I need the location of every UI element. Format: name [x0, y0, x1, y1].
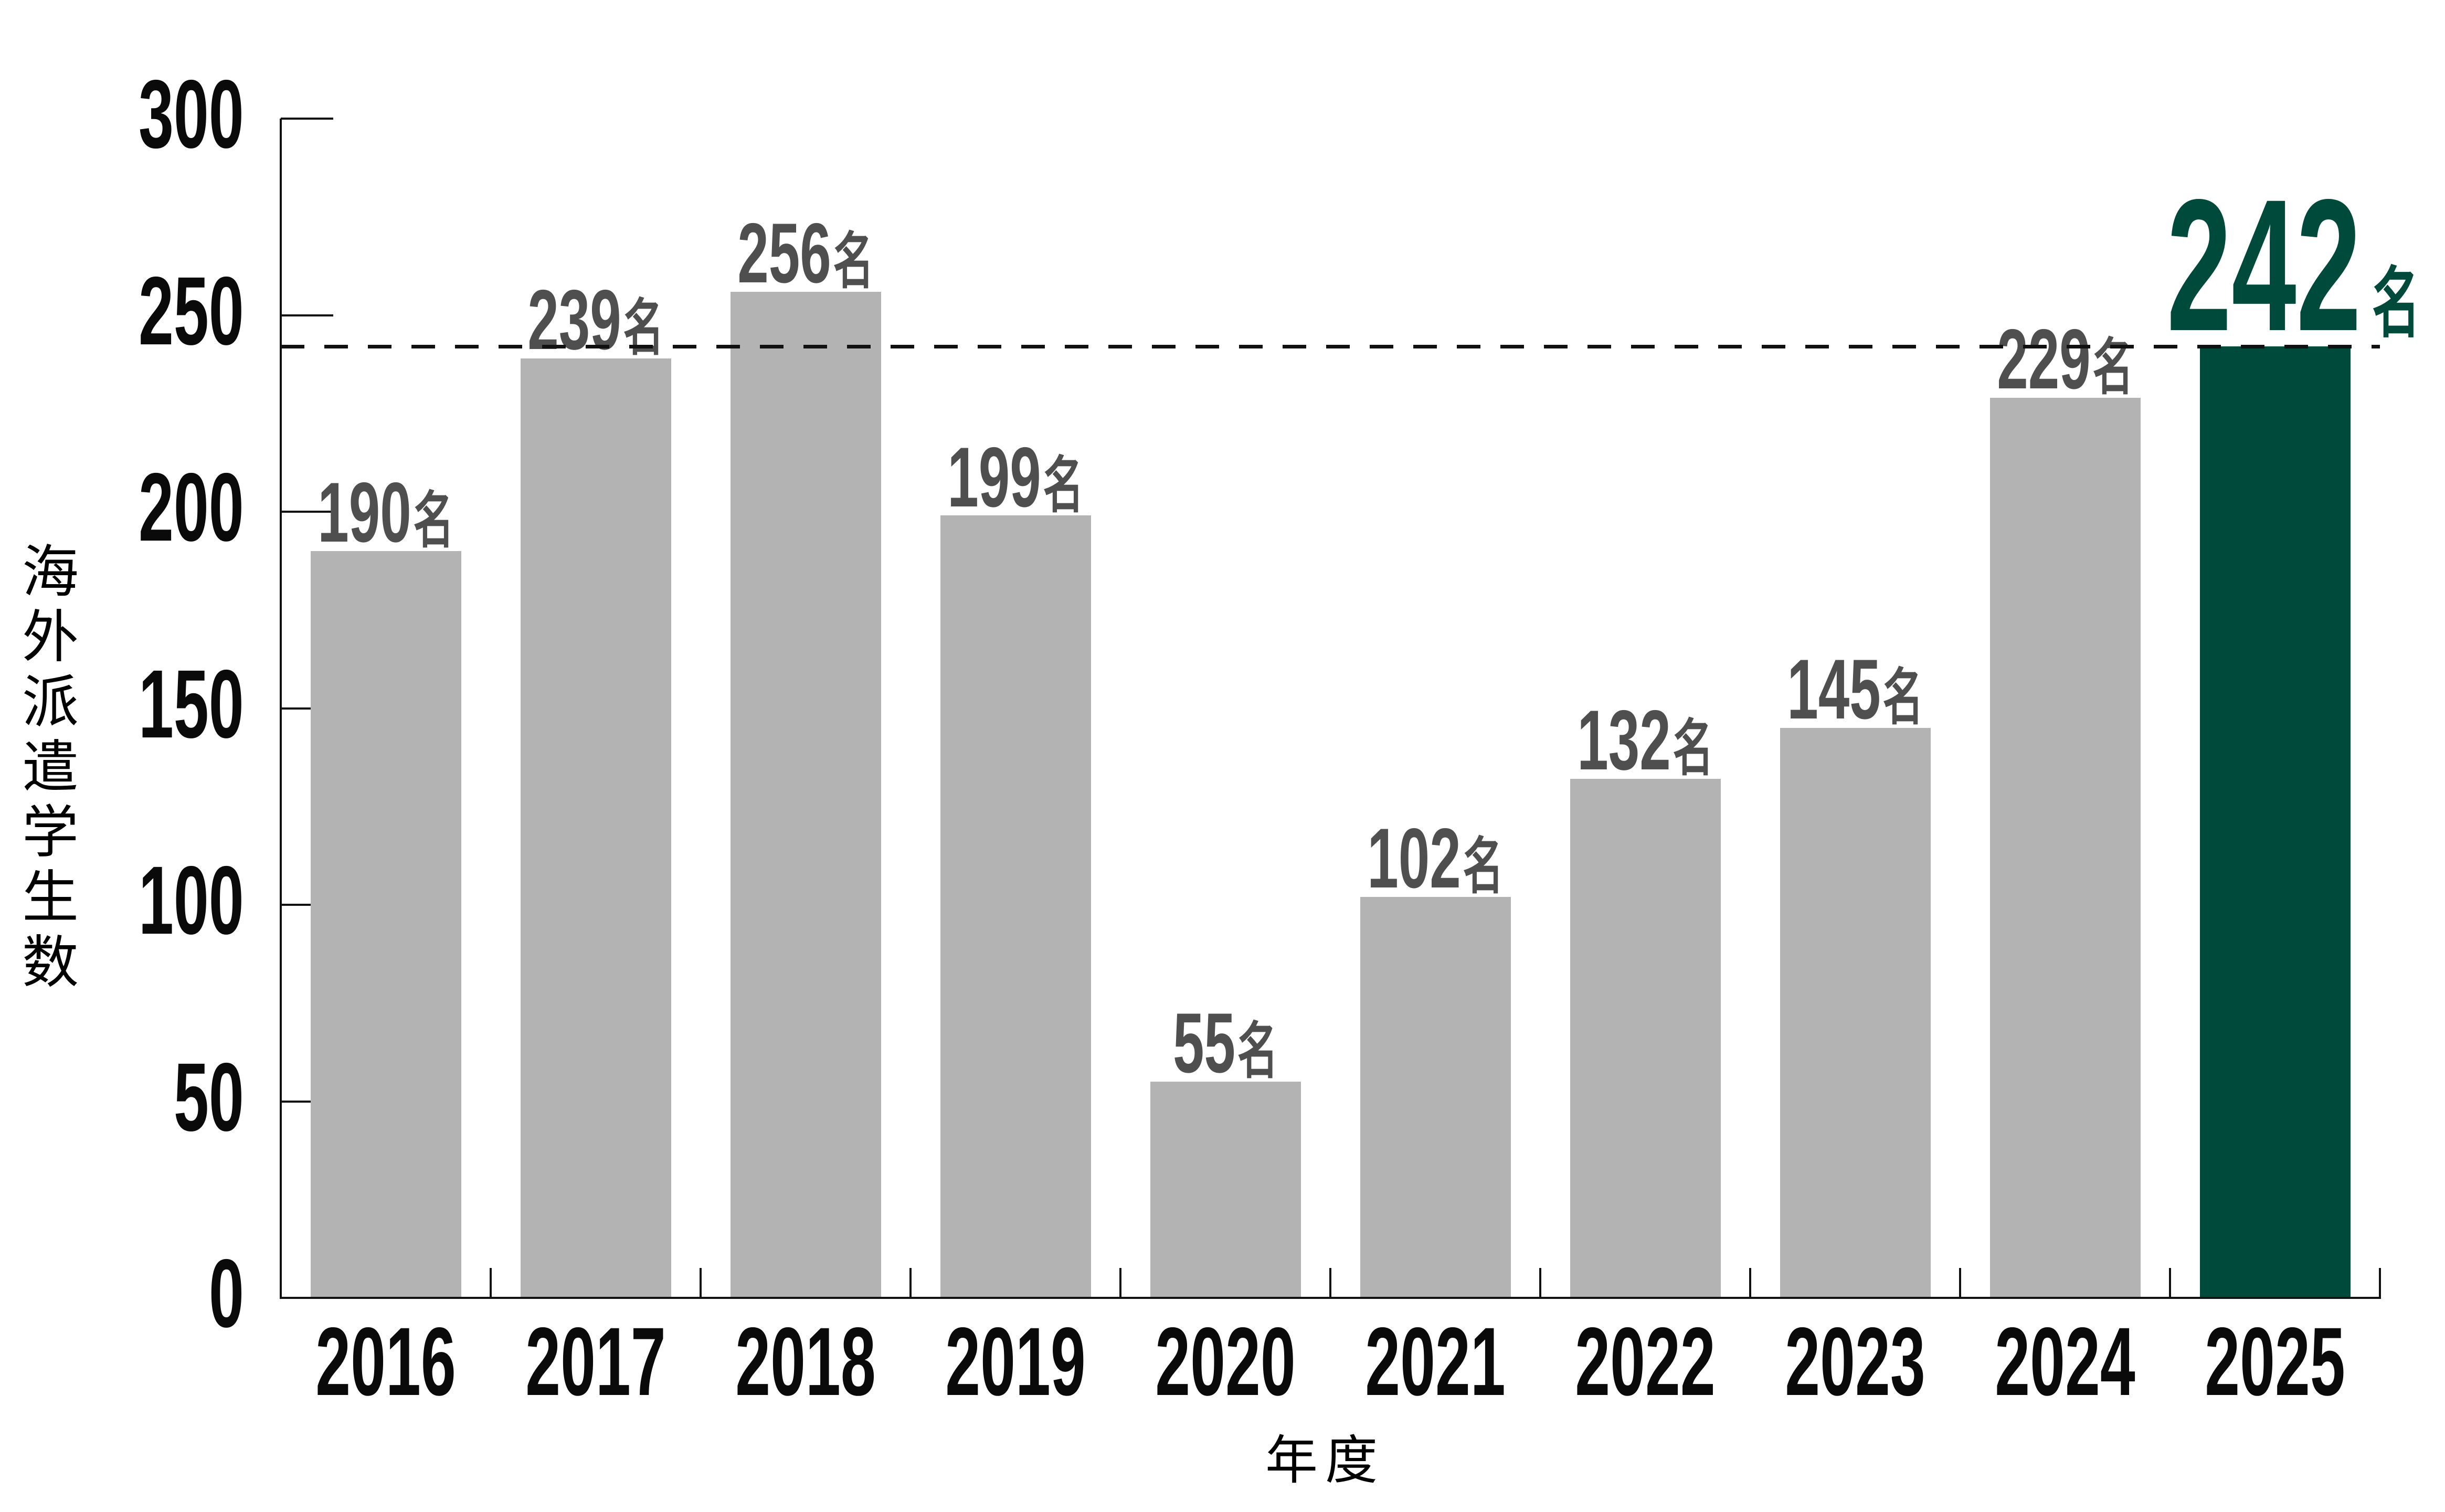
- value-label-2022: 132名: [1577, 698, 1713, 783]
- value-suffix: 名: [1463, 832, 1504, 901]
- value-label-2019: 199名: [947, 435, 1083, 520]
- x-boundary-tick-2: [700, 1268, 702, 1298]
- x-axis-line: [280, 1297, 2381, 1299]
- y-tick-label-150: 150: [139, 650, 244, 758]
- x-tick-label-2020: 2020: [1155, 1308, 1296, 1416]
- y-tick-label-50: 50: [174, 1043, 244, 1151]
- x-boundary-tick-3: [909, 1268, 912, 1298]
- value-suffix: 名: [1882, 662, 1923, 732]
- value-label-2023: 145名: [1787, 647, 1923, 732]
- x-tick-label-2018: 2018: [735, 1308, 876, 1416]
- x-tick-label-2023: 2023: [1785, 1308, 1925, 1416]
- y-axis-line: [280, 119, 282, 1299]
- value-label-2018: 256名: [737, 210, 874, 296]
- value-number: 102: [1367, 811, 1461, 906]
- y-axis-title: 海外派遣学生数: [14, 542, 78, 997]
- value-suffix: 名: [1673, 714, 1713, 783]
- x-tick-label-2021: 2021: [1365, 1308, 1506, 1416]
- value-number: 55: [1173, 996, 1235, 1091]
- value-suffix: 名: [1237, 1017, 1278, 1086]
- value-suffix: 名: [623, 293, 664, 362]
- x-boundary-tick-5: [1329, 1268, 1331, 1298]
- x-tick-label-2017: 2017: [525, 1308, 666, 1416]
- y-tick-label-300: 300: [139, 60, 244, 169]
- y-tick-50: [281, 1100, 333, 1103]
- x-boundary-tick-1: [490, 1268, 492, 1298]
- bar-2017: [520, 358, 671, 1298]
- value-number: 132: [1577, 693, 1671, 788]
- value-number: 145: [1787, 641, 1881, 737]
- x-tick-label-2016: 2016: [315, 1308, 456, 1416]
- bar-2022: [1570, 779, 1721, 1298]
- bar-2020: [1150, 1082, 1301, 1298]
- value-suffix: 名: [2092, 332, 2133, 401]
- x-boundary-tick-10: [2379, 1268, 2381, 1298]
- value-number: 239: [527, 272, 621, 367]
- highlight-value-suffix: 名: [2372, 261, 2420, 347]
- value-suffix: 名: [413, 485, 454, 555]
- bar-2019: [940, 515, 1091, 1298]
- x-tick-label-2019: 2019: [945, 1308, 1086, 1416]
- x-boundary-tick-4: [1119, 1268, 1121, 1298]
- value-label-2024: 229名: [1997, 316, 2133, 402]
- x-tick-label-2024: 2024: [1995, 1308, 2135, 1416]
- reference-dashed-line: [281, 345, 2380, 349]
- value-suffix: 名: [1043, 450, 1084, 520]
- bar-2023: [1780, 727, 1931, 1298]
- y-tick-150: [281, 707, 333, 710]
- highlight-value-label: 242 名: [2167, 171, 2420, 359]
- x-tick-label-2025: 2025: [2205, 1308, 2345, 1416]
- y-tick-250: [281, 314, 333, 316]
- value-suffix: 名: [833, 226, 874, 295]
- highlight-value-number: 242: [2166, 160, 2362, 370]
- bar-2024: [1989, 397, 2141, 1298]
- value-number: 256: [737, 205, 831, 301]
- bar-2018: [730, 291, 881, 1298]
- bar-2021: [1360, 897, 1511, 1298]
- value-number: 199: [947, 429, 1041, 525]
- y-tick-label-100: 100: [139, 847, 244, 955]
- x-boundary-tick-7: [1749, 1268, 1751, 1298]
- value-number: 190: [317, 464, 411, 560]
- y-tick-label-0: 0: [209, 1240, 244, 1348]
- value-number: 229: [1997, 311, 2091, 407]
- y-tick-label-200: 200: [139, 453, 244, 562]
- x-axis-title: 年度: [1265, 1431, 1385, 1490]
- bar-2025: [2199, 346, 2351, 1298]
- value-label-2021: 102名: [1367, 816, 1503, 901]
- value-label-2017: 239名: [527, 277, 664, 363]
- x-boundary-tick-6: [1539, 1268, 1541, 1298]
- x-boundary-tick-9: [2169, 1268, 2171, 1298]
- value-label-2016: 190名: [317, 470, 453, 555]
- bar-2016: [310, 551, 461, 1298]
- y-tick-100: [281, 904, 333, 906]
- value-label-2020: 55名: [1173, 1001, 1278, 1086]
- y-tick-300: [281, 118, 333, 120]
- y-tick-label-250: 250: [139, 257, 244, 365]
- y-tick-200: [281, 511, 333, 513]
- x-boundary-tick-8: [1959, 1268, 1961, 1298]
- x-tick-label-2022: 2022: [1575, 1308, 1716, 1416]
